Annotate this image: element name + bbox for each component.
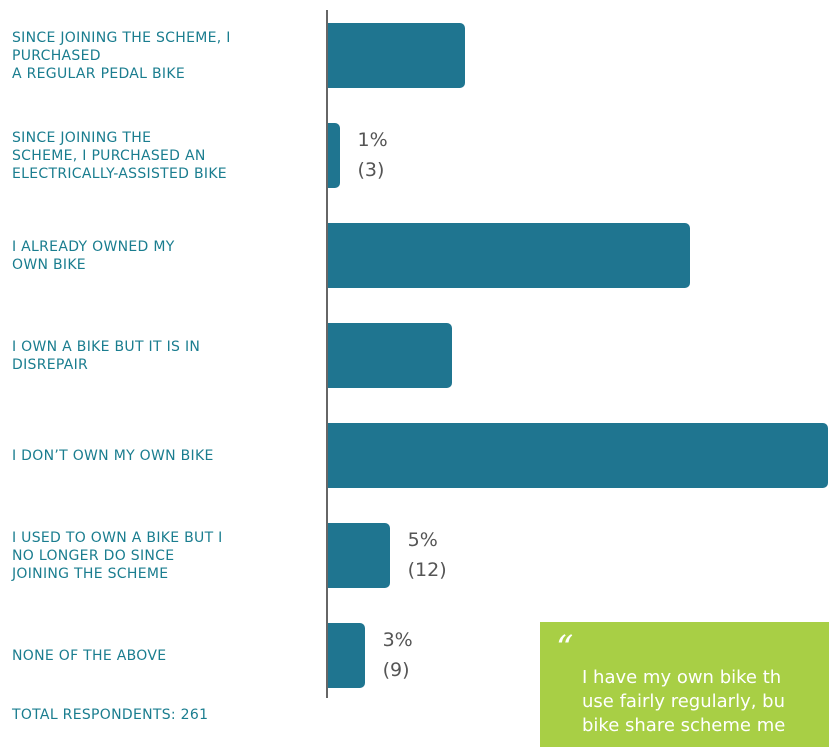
bar [327,23,465,88]
category-label: SINCE JOINING THE SCHEME, I PURCHASED AN… [12,129,227,182]
category-label: I USED TO OWN A BIKE BUT I NO LONGER DO … [12,529,223,582]
count-label: (12) [407,559,447,581]
count-label: (9) [382,659,410,681]
bar [327,223,691,288]
quote-mark: “ [556,628,574,668]
count-label: (3) [357,159,385,181]
axis-line [326,10,328,698]
category-label: I OWN A BIKE BUT IT IS IN DISREPAIR [12,338,201,373]
category-label: I ALREADY OWNED MY OWN BIKE [12,238,175,273]
category-label: I DON’T OWN MY OWN BIKE [12,447,214,464]
value-label: 3% [382,629,413,651]
bar [327,323,453,388]
value-label: 1% [357,129,388,151]
quote-box: “ I have my own bike th use fairly regul… [540,622,829,747]
category-label: SINCE JOINING THE SCHEME, I PURCHASED A … [12,29,231,82]
category-label: NONE OF THE ABOVE [12,647,167,664]
bar [327,123,340,188]
bar [327,523,390,588]
bar [327,623,365,688]
value-label: 5% [407,529,438,551]
quote-text: I have my own bike th use fairly regular… [582,667,786,736]
footnote: TOTAL RESPONDENTS: 261 [12,707,209,723]
bar [327,423,828,488]
